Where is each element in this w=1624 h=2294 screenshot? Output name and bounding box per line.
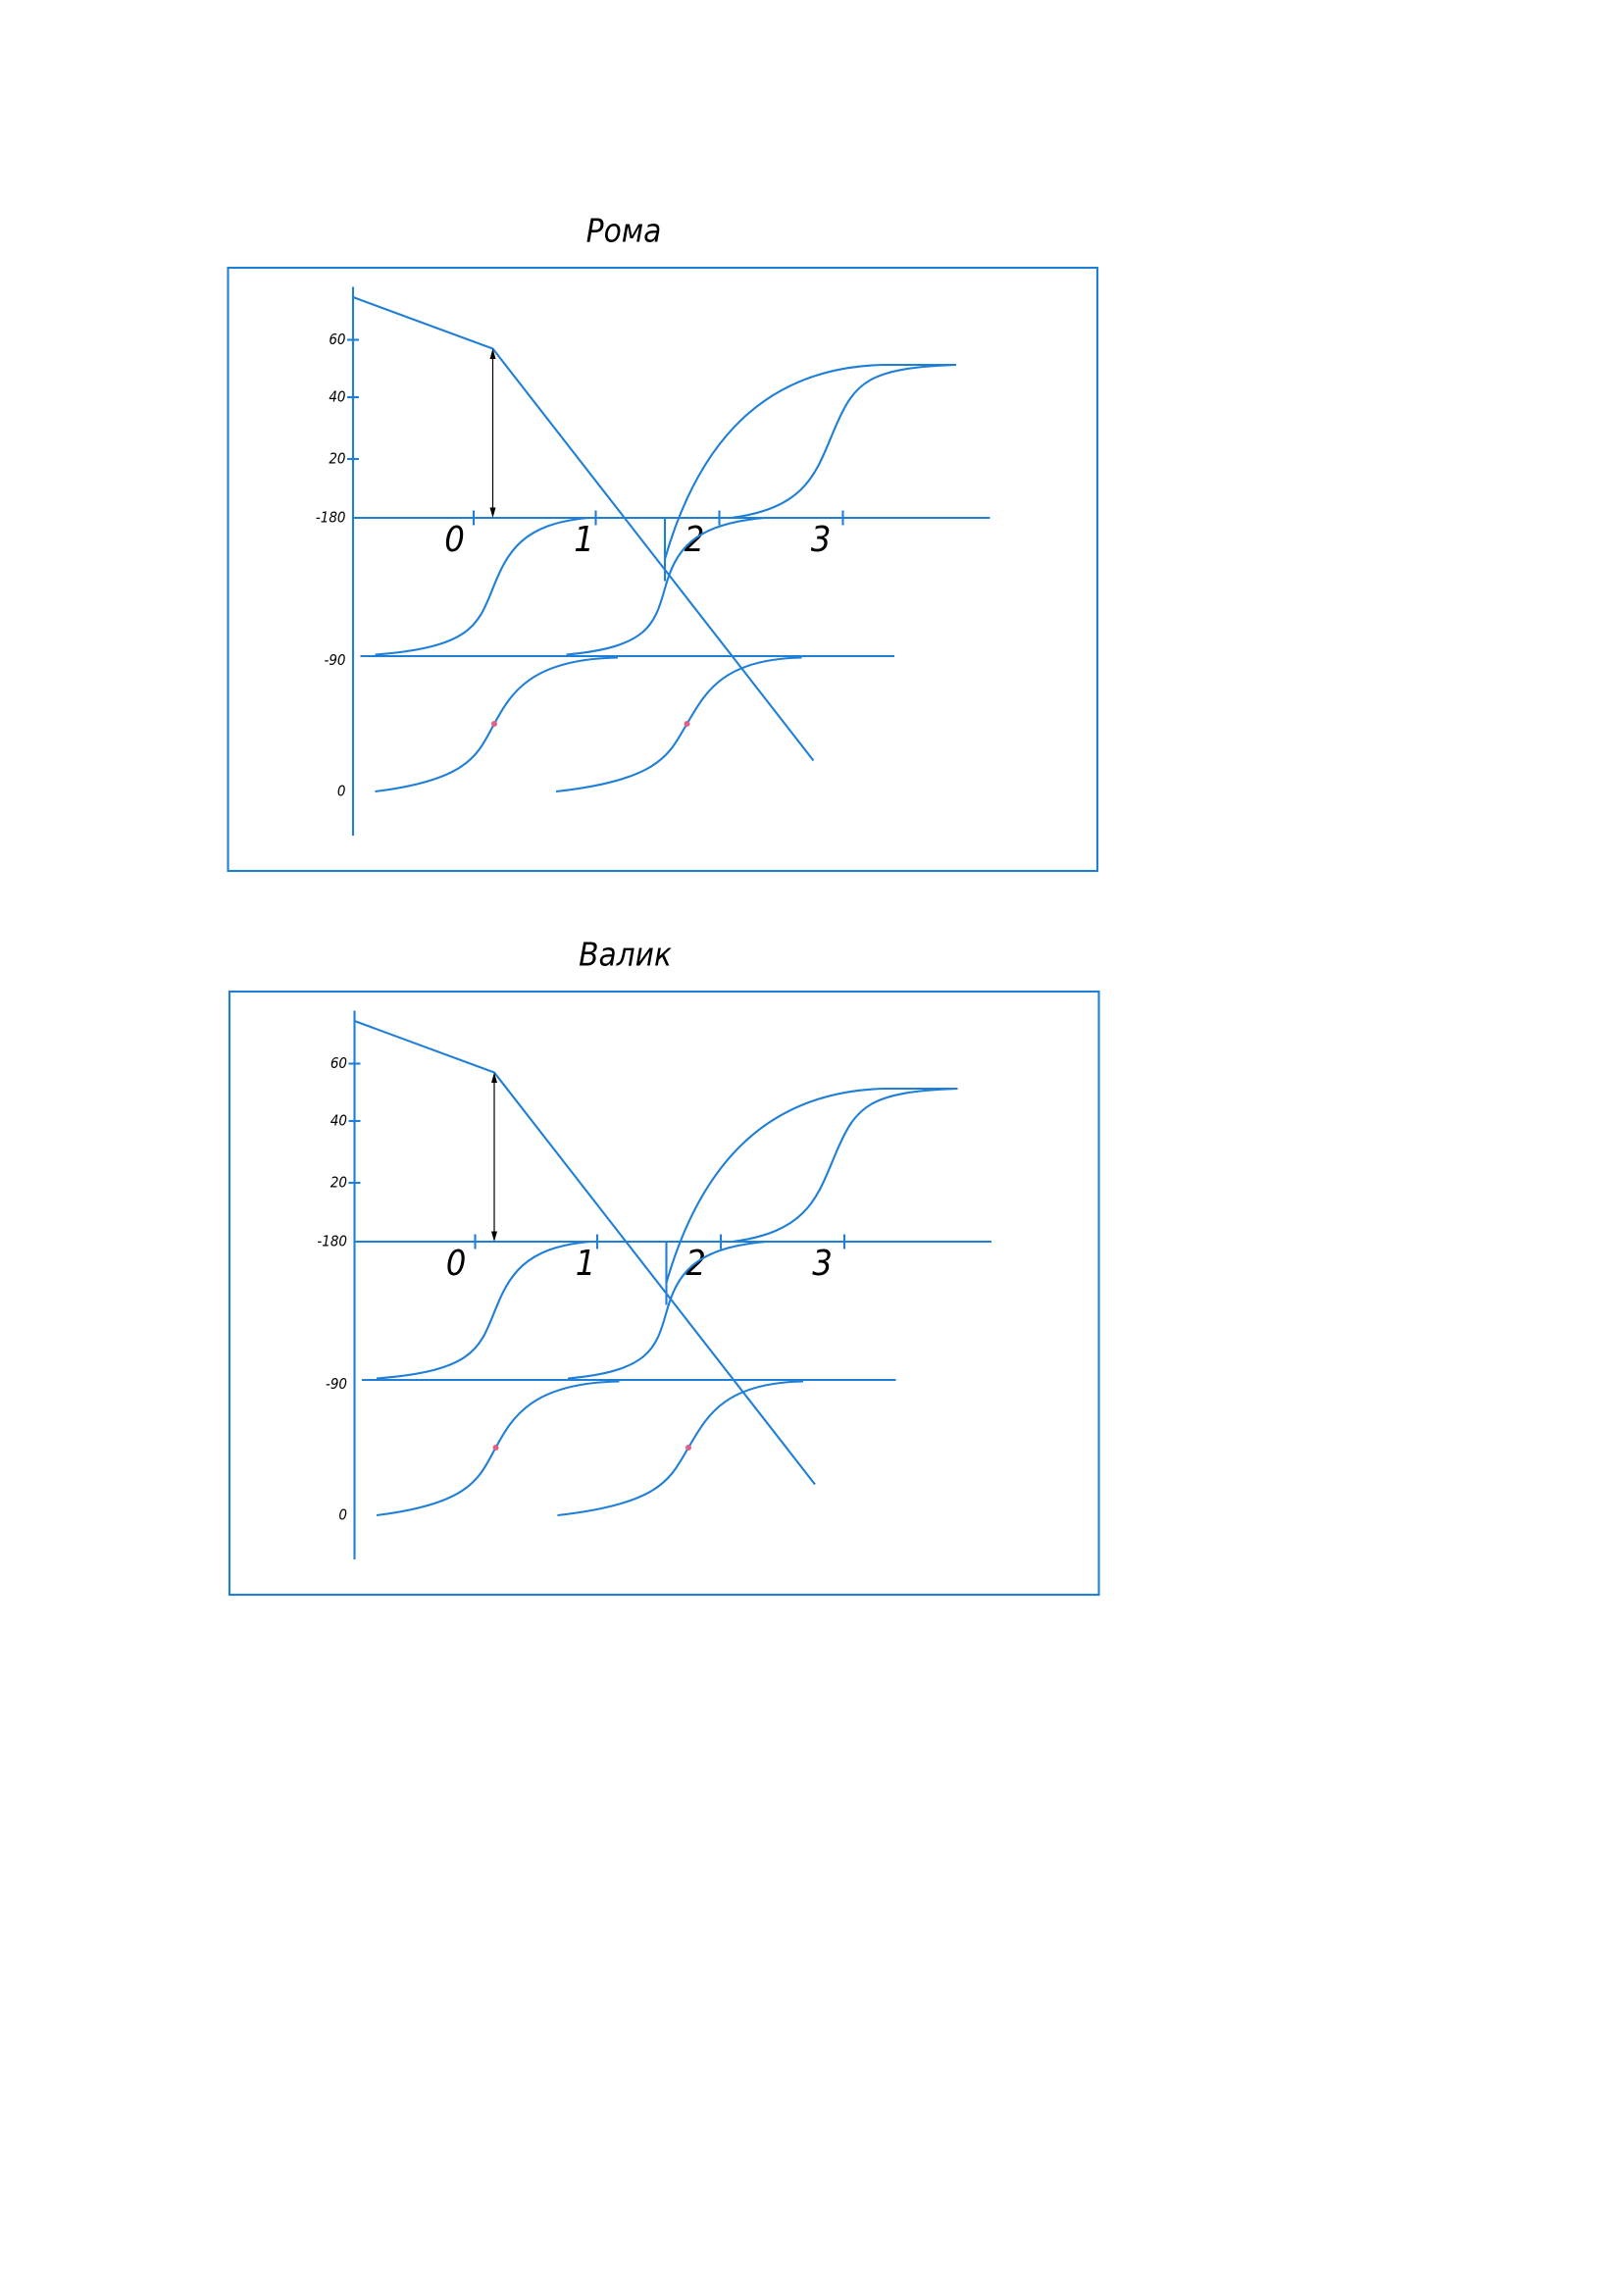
phase-curve <box>567 1240 767 1380</box>
y-label: 40 <box>329 388 345 406</box>
y-label: 40 <box>330 1112 347 1130</box>
y-label: 60 <box>329 331 345 348</box>
phase-curve <box>376 1240 590 1380</box>
x-label: 0 <box>444 520 465 560</box>
y-label: -90 <box>324 651 345 669</box>
y-label: -180 <box>316 509 346 527</box>
lower-curve <box>557 1380 804 1517</box>
panel-title: Рома <box>586 212 662 250</box>
x-label: 1 <box>576 1244 596 1284</box>
x-label: 3 <box>811 520 832 560</box>
y-label: 20 <box>330 1174 347 1192</box>
lower-curve <box>555 656 802 793</box>
panel-title: Валик <box>579 936 672 974</box>
x-label: 1 <box>574 520 594 560</box>
phase-curve <box>566 516 766 656</box>
frame <box>227 266 1099 873</box>
y-label: 0 <box>338 1506 347 1524</box>
upper-curve <box>731 363 957 520</box>
y-label: -90 <box>326 1375 347 1393</box>
upper-curve <box>665 1087 958 1284</box>
y-label: 60 <box>330 1054 347 1072</box>
point <box>684 721 690 727</box>
y-label: 20 <box>329 450 345 468</box>
frame <box>228 990 1100 1597</box>
x-label: 0 <box>446 1244 467 1284</box>
phase-curve <box>375 516 589 656</box>
y-label: -180 <box>317 1233 347 1250</box>
point <box>491 721 497 727</box>
x-label: 3 <box>812 1244 833 1284</box>
y-label: 0 <box>337 783 346 800</box>
point <box>492 1445 499 1451</box>
upper-curve <box>663 363 956 560</box>
upper-curve <box>732 1087 958 1244</box>
point <box>685 1445 691 1451</box>
